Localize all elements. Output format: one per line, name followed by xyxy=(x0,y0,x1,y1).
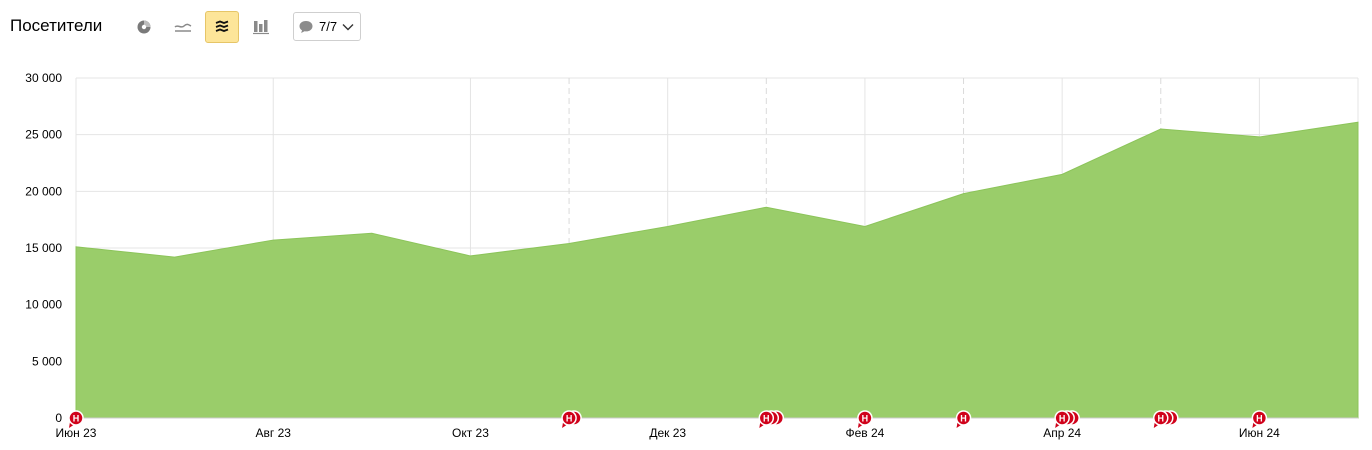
bar-chart-icon xyxy=(253,20,269,35)
axis-layer: 0 5 000 10 000 15 000 20 000 25 000 30 000 Июн … xyxy=(25,71,1358,440)
chart-toolbar: Посетители 7/7 xyxy=(0,0,1372,56)
note-marker[interactable]: Н xyxy=(68,410,84,428)
note-marker-label: Н xyxy=(1158,414,1165,424)
x-tick-label: Дек 23 xyxy=(649,426,686,440)
y-tick-label: 25 000 xyxy=(25,128,62,142)
notes-count: 7/7 xyxy=(319,19,338,34)
pie-chart-icon xyxy=(137,20,151,34)
y-tick-label: 15 000 xyxy=(25,241,62,255)
note-marker[interactable]: Н xyxy=(1153,410,1179,428)
note-marker-circle xyxy=(955,410,972,426)
chevron-down-icon xyxy=(342,23,354,30)
y-tick-label: 5 000 xyxy=(32,354,62,368)
line-chart-icon xyxy=(174,23,192,32)
line-chart-button[interactable] xyxy=(166,11,200,43)
comment-icon xyxy=(299,20,313,33)
note-marker-label: Н xyxy=(1059,414,1066,424)
note-marker-circle xyxy=(68,410,84,426)
note-marker-label: Н xyxy=(566,414,573,424)
note-marker-circle xyxy=(857,410,873,426)
note-marker-circle xyxy=(758,410,775,426)
note-marker-label: Н xyxy=(73,414,80,424)
x-tick-label: Фев 24 xyxy=(845,426,884,440)
y-tick-label: 20 000 xyxy=(25,184,62,198)
note-marker-label: Н xyxy=(960,414,967,424)
x-tick-label: Апр 24 xyxy=(1043,426,1081,440)
y-tick-label: 30 000 xyxy=(25,71,62,85)
y-tick-label: 10 000 xyxy=(25,298,62,312)
note-marker[interactable]: Н xyxy=(955,410,972,428)
note-marker[interactable]: Н xyxy=(758,410,785,428)
note-marker-label: Н xyxy=(1256,414,1263,424)
note-marker[interactable]: Н xyxy=(857,410,873,428)
x-tick-label: Авг 23 xyxy=(256,426,292,440)
x-tick-label: Июн 23 xyxy=(56,426,97,440)
chart-title: Посетители xyxy=(10,16,103,35)
note-marker-circle xyxy=(561,410,577,426)
note-marker[interactable]: Н xyxy=(1054,410,1080,428)
note-marker-label: Н xyxy=(763,414,770,424)
bar-chart-button[interactable] xyxy=(244,11,278,43)
note-marker-circle xyxy=(1153,410,1169,426)
y-tick-label: 0 xyxy=(55,411,62,425)
x-tick-label: Окт 23 xyxy=(452,426,489,440)
area-chart-button[interactable] xyxy=(205,11,239,43)
note-marker-circle xyxy=(1054,410,1070,426)
note-marker[interactable]: Н xyxy=(1251,410,1268,428)
note-marker-circle xyxy=(1251,410,1268,426)
notes-dropdown-button[interactable]: 7/7 xyxy=(293,12,361,41)
pie-chart-button[interactable] xyxy=(127,11,161,43)
area-layer xyxy=(75,121,1359,419)
visitors-area xyxy=(75,121,1359,419)
stacked-area-icon xyxy=(215,20,229,32)
x-tick-label: Июн 24 xyxy=(1239,426,1280,440)
note-marker-label: Н xyxy=(862,414,869,424)
note-marker[interactable]: Н xyxy=(561,410,582,428)
